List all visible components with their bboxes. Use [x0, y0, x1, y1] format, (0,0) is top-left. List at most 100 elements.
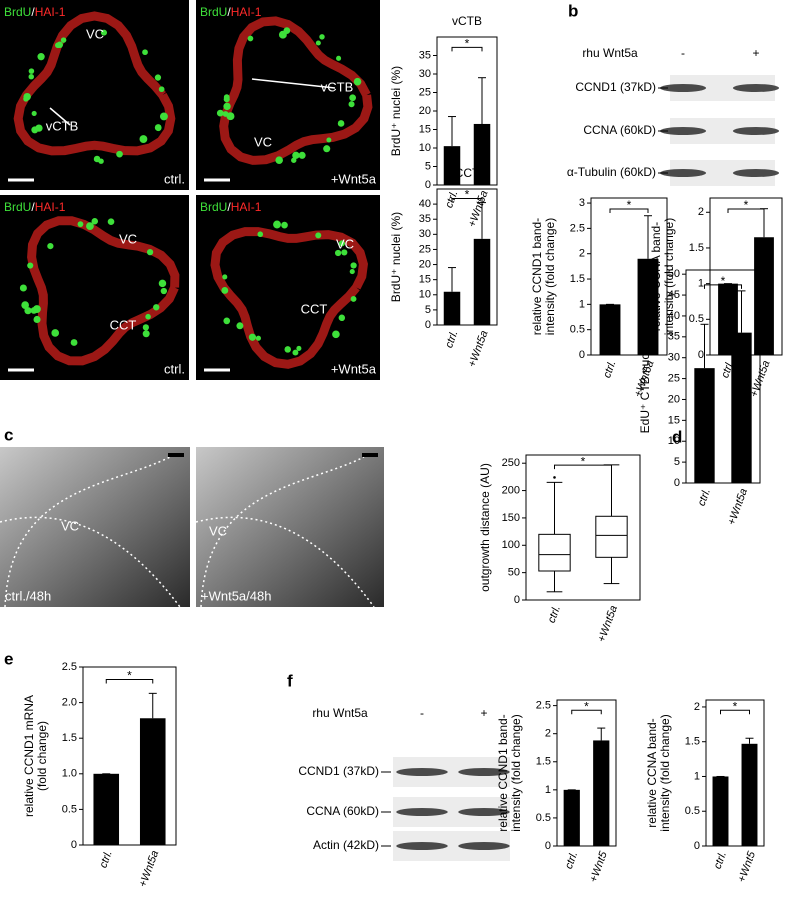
bar — [139, 718, 166, 845]
y-tick-label: 15 — [419, 123, 431, 135]
image-label: VC — [61, 518, 79, 533]
panel-label: d — [672, 427, 682, 446]
y-axis-label: relative CCND1 band- — [496, 714, 510, 831]
micrograph — [0, 447, 190, 607]
plot-frame — [556, 699, 617, 847]
condition-label: - — [681, 46, 685, 60]
nucleus — [160, 280, 166, 287]
plot-frame — [436, 188, 498, 326]
plot-frame — [705, 699, 765, 847]
explant-outline — [0, 516, 181, 608]
y-tick-label: 100 — [502, 539, 520, 551]
y-tick-label: 2 — [579, 248, 585, 260]
y-tick-label: 30 — [419, 68, 431, 80]
y-tick-label: 1.5 — [685, 736, 700, 748]
nucleus — [116, 150, 123, 158]
nucleus — [55, 42, 61, 49]
significance-bracket — [704, 284, 742, 289]
blot-band — [732, 169, 780, 177]
y-axis-label: (fold change) — [35, 721, 49, 791]
x-tick-label: +Wnt5a — [596, 604, 620, 644]
nucleus — [223, 102, 231, 111]
y-axis-label: intensity (fold change) — [662, 218, 676, 335]
y-tick-label: 2 — [545, 728, 551, 740]
y-axis-label: outgrowth distance (AU) — [478, 463, 492, 592]
x-tick-label: ctrl. — [97, 849, 114, 870]
image-label: VC — [254, 134, 272, 149]
significance: * — [127, 669, 132, 683]
y-tick-label: 0.5 — [570, 324, 585, 336]
y-axis-label: BrdU⁺ nuclei (%) — [389, 212, 403, 302]
x-tick-label: +Wnt5a — [137, 849, 161, 889]
nucleus — [28, 68, 35, 74]
stain: / — [31, 200, 35, 214]
x-tick-label: +Wnt5a — [726, 487, 750, 527]
stain: HAI-1 — [35, 200, 66, 214]
blot-band — [458, 768, 510, 776]
y-tick-label: 2.0 — [62, 697, 77, 709]
x-tick-label: +Wnt5 — [588, 849, 611, 884]
significance: * — [627, 198, 632, 212]
nucleus — [298, 151, 306, 159]
nucleus — [334, 249, 342, 257]
x-tick-label: ctrl. — [546, 604, 563, 625]
bar — [712, 776, 729, 846]
nucleus — [248, 333, 257, 341]
row-label: CCND1 (37kD) — [575, 80, 656, 94]
y-tick-label: 200 — [502, 484, 520, 496]
bar — [694, 368, 715, 483]
nucleus — [91, 217, 99, 225]
row-label: CCNA (60kD) — [583, 123, 656, 137]
image-label: VC — [209, 523, 227, 538]
y-tick-label: 2.5 — [62, 661, 77, 673]
arrow — [251, 78, 336, 89]
y-tick-label: 5 — [425, 304, 431, 316]
nucleus — [142, 330, 150, 338]
nucleus — [273, 220, 281, 229]
tissue-outline — [27, 216, 180, 366]
row-label: α-Tubulin (60kD) — [567, 165, 656, 179]
nucleus — [353, 77, 362, 86]
significance: * — [465, 37, 470, 51]
stain-label: BrdU/HAI-1 — [4, 5, 66, 19]
nucleus — [349, 269, 355, 275]
nucleus — [226, 112, 235, 121]
y-tick-label: 0 — [579, 349, 585, 361]
stain: BrdU — [200, 5, 227, 19]
stain: BrdU — [4, 5, 31, 19]
image-label: vCTB — [46, 118, 79, 133]
nucleus — [158, 86, 165, 93]
nucleus — [247, 35, 254, 42]
treatment-label: rhu Wnt5a — [582, 46, 638, 60]
nucleus — [222, 274, 228, 280]
significance: * — [744, 198, 749, 212]
nucleus — [153, 304, 160, 311]
y-tick-label: 5 — [674, 456, 680, 468]
bar — [93, 773, 120, 845]
y-tick-label: 25 — [419, 86, 431, 98]
bar — [741, 743, 758, 846]
x-tick-label: ctrl. — [443, 329, 460, 350]
nucleus — [70, 339, 78, 346]
nucleus — [236, 322, 244, 330]
nucleus — [255, 335, 261, 341]
bar — [754, 237, 774, 355]
x-tick-label: ctrl. — [601, 359, 618, 380]
nucleus — [98, 158, 104, 164]
nucleus — [350, 296, 357, 302]
plot-frame — [82, 666, 177, 846]
panel-label: e — [4, 649, 13, 668]
blot-band — [659, 127, 707, 135]
nucleus — [326, 137, 332, 143]
image-label: +Wnt5a — [331, 361, 377, 376]
bar — [637, 258, 659, 355]
significance: * — [584, 699, 589, 713]
y-tick-label: 0.5 — [536, 812, 551, 824]
y-tick-label: 20 — [419, 105, 431, 117]
nucleus — [341, 249, 348, 256]
significance-bracket — [609, 208, 649, 213]
nucleus — [281, 221, 288, 229]
y-tick-label: 20 — [419, 258, 431, 270]
y-tick-label: 0 — [694, 840, 700, 852]
box — [538, 533, 571, 572]
